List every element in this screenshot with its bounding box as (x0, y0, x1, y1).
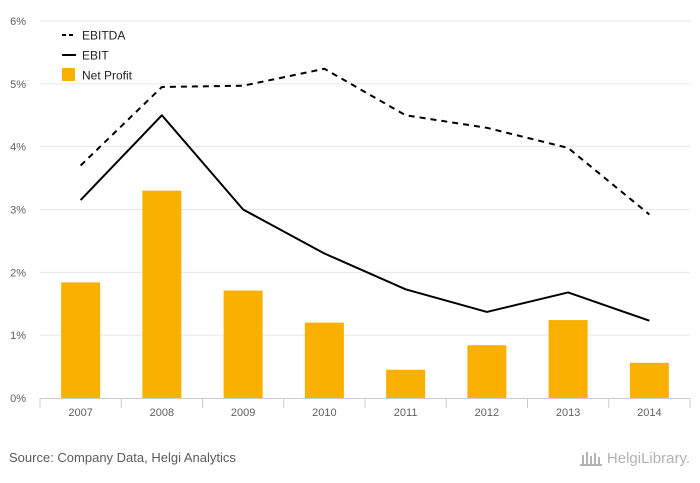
x-tick-label: 2007 (68, 407, 92, 419)
legend-label-ebit: EBIT (82, 49, 109, 63)
y-tick-label: 4% (10, 142, 26, 154)
x-tick-label: 2009 (231, 407, 255, 419)
x-tick-label: 2013 (556, 407, 580, 419)
library-icon (579, 452, 602, 466)
bar-net-profit (61, 282, 101, 398)
x-tick-label: 2010 (312, 407, 336, 419)
y-axis: 0% 1% 2% 3% 4% 5% 6% (10, 16, 26, 405)
bar-net-profit (386, 369, 426, 398)
y-tick-label: 0% (10, 393, 26, 405)
gridlines (40, 20, 690, 336)
legend-label-net-profit: Net Profit (82, 69, 133, 83)
legend-label-ebitda: EBITDA (82, 29, 125, 43)
y-tick-label: 1% (10, 330, 26, 342)
source-note: Source: Company Data, Helgi Analytics (9, 450, 236, 465)
y-tick-label: 2% (10, 267, 26, 279)
legend: EBITDA EBIT Net Profit (62, 29, 133, 83)
legend-swatch-net-profit (62, 68, 75, 81)
helgi-library-logo: HelgiLibrary. (579, 449, 690, 467)
x-tick-label: 2008 (150, 407, 174, 419)
bar-net-profit (467, 345, 507, 398)
x-tick-label: 2014 (637, 407, 661, 419)
line-ebit (79, 114, 650, 322)
line-series (79, 67, 651, 322)
y-tick-label: 3% (10, 205, 26, 217)
bar-net-profit (142, 190, 182, 398)
bar-series (61, 190, 669, 398)
x-tick-label: 2011 (394, 407, 418, 419)
y-tick-label: 6% (10, 16, 26, 28)
bar-net-profit (629, 362, 669, 398)
bar-net-profit (304, 322, 344, 398)
line-ebitda (79, 67, 651, 216)
bar-net-profit (223, 290, 263, 398)
bar-net-profit (548, 320, 588, 398)
y-tick-label: 5% (10, 79, 26, 91)
logo-text: HelgiLibrary. (606, 449, 690, 467)
x-axis: 2007 2008 2009 2010 2011 2012 2013 2014 (39, 398, 691, 419)
x-tick-label: 2012 (475, 407, 499, 419)
